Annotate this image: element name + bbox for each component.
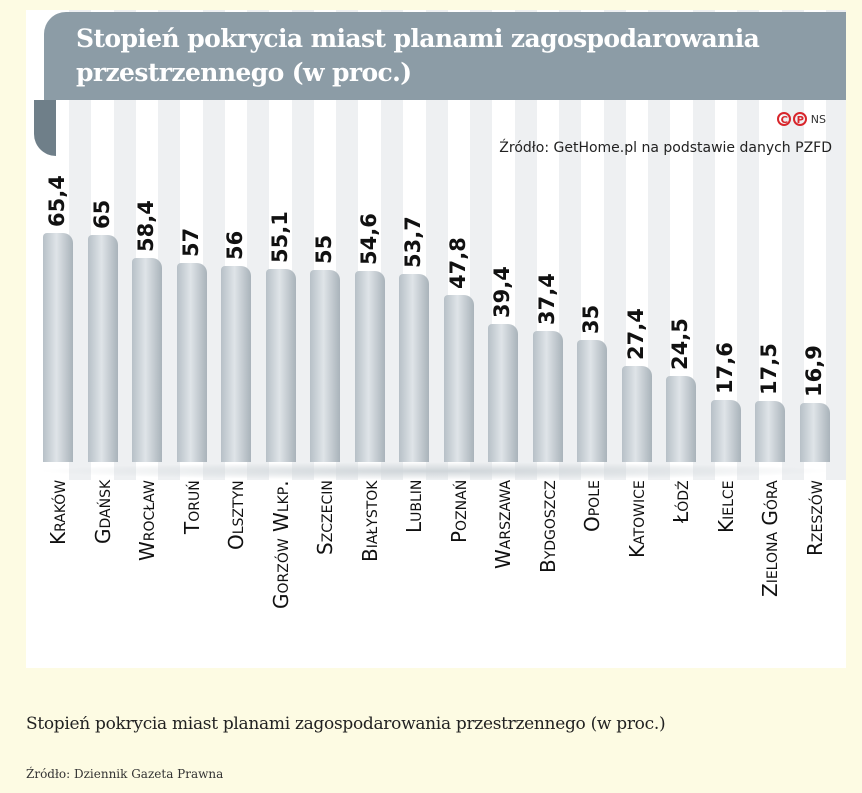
category-label: Łódź [669, 480, 694, 523]
bar-bydgoszcz [532, 331, 563, 462]
data-label: 57 [178, 227, 203, 257]
figure-credit: Źródło: Dziennik Gazeta Prawna [26, 767, 224, 781]
category-label: Olsztyn [224, 480, 249, 550]
copyright-text: NS [810, 113, 826, 126]
banner-curl [34, 100, 56, 156]
data-label: 54,6 [356, 213, 381, 265]
category-label: Katowice [624, 480, 649, 558]
bar-kielce [710, 400, 741, 462]
background-stripe [470, 10, 493, 480]
category-label: Warszawa [491, 479, 516, 569]
category-label: Gdańsk [90, 479, 115, 544]
bar-kraków [43, 233, 73, 462]
category-label: Wrocław [135, 480, 160, 561]
title-banner: Stopień pokrycia miast planami zagospoda… [44, 12, 846, 100]
bar-rzeszów [800, 402, 830, 462]
background-stripe [425, 10, 448, 480]
background-stripe [291, 10, 314, 480]
background-stripe [603, 10, 626, 480]
category-label: Białystok [357, 480, 382, 563]
data-label: 47,8 [445, 236, 470, 289]
data-label: 58,4 [134, 199, 159, 252]
category-label: Kraków [46, 479, 70, 545]
floor-shadow [36, 462, 836, 480]
bar-poznań [443, 294, 474, 462]
data-label: 56 [223, 230, 248, 260]
category-label: Lublin [402, 479, 427, 533]
data-label: 16,9 [802, 345, 826, 397]
background-stripe [69, 10, 92, 480]
background-stripe [826, 10, 846, 480]
background-stripe [737, 10, 760, 480]
background-stripe [781, 10, 804, 480]
category-label: Toruń [179, 480, 204, 534]
bar-opole [577, 339, 608, 462]
bar-łódź [666, 376, 697, 462]
data-label: 17,5 [757, 342, 782, 395]
background-stripe [247, 10, 270, 480]
background-stripe [559, 10, 582, 480]
data-label: 55 [312, 234, 337, 264]
data-label: 37,4 [534, 273, 559, 326]
data-label: 55,1 [267, 211, 292, 264]
bar-katowice [621, 366, 652, 462]
figure-caption: Stopień pokrycia miast planami zagospoda… [26, 714, 666, 734]
category-label: Poznań [446, 479, 471, 543]
bar-olsztyn [221, 266, 252, 462]
background-stripe [113, 10, 136, 480]
copyright-icon: C [777, 112, 792, 126]
category-label: Szczecin [313, 480, 338, 555]
bar-szczecin [310, 269, 341, 462]
data-label: 39,4 [490, 266, 515, 319]
category-label: Rzeszów [803, 480, 827, 556]
background-stripe [336, 10, 359, 480]
phonogram-icon: P [793, 112, 808, 126]
background-stripe [514, 10, 537, 480]
category-label: Zielona Góra [758, 480, 783, 597]
category-label: Opole [580, 480, 605, 532]
bar-gdańsk [87, 234, 118, 462]
category-label: Kielce [713, 480, 738, 533]
category-label: Gorzów Wlkp. [268, 480, 293, 609]
bar-toruń [176, 262, 207, 462]
background-stripe [692, 10, 715, 480]
data-label: 24,5 [668, 318, 693, 371]
bar-zielona-góra [755, 400, 786, 462]
data-label: 27,4 [623, 308, 648, 361]
data-label: 65 [89, 199, 114, 229]
background-stripe [158, 10, 181, 480]
infographic: Stopień pokrycia miast planami zagospoda… [26, 10, 846, 668]
chart-source: Źródło: GetHome.pl na podstawie danych P… [499, 140, 832, 156]
chart-title: Stopień pokrycia miast planami zagospoda… [76, 24, 760, 87]
data-label: 53,7 [401, 216, 426, 269]
data-label: 65,4 [45, 175, 69, 228]
bar-białystok [354, 270, 385, 462]
bar-wrocław [132, 257, 163, 462]
background-stripe [648, 10, 671, 480]
category-label: Bydgoszcz [535, 480, 560, 573]
bar-lublin [399, 274, 430, 462]
background-stripe [202, 10, 225, 480]
background-stripe [380, 10, 403, 480]
bar-warszawa [488, 324, 519, 462]
data-label: 35 [579, 304, 604, 334]
bar-gorzów-wlkp- [265, 269, 296, 462]
data-label: 17,6 [712, 342, 737, 395]
